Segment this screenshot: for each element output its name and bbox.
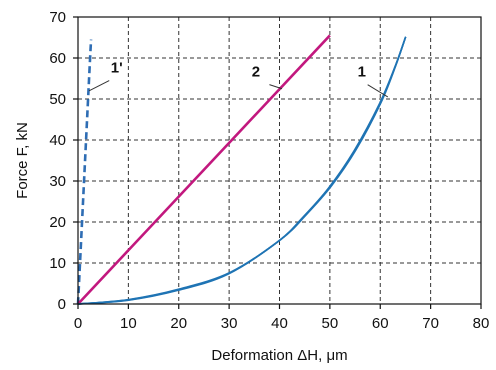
x-tick-label: 0 [74, 315, 82, 332]
series-line-3 [77, 36, 407, 305]
series-leader-1-prime [88, 80, 110, 92]
x-tick-label: 10 [120, 315, 137, 332]
series-leader-1 [367, 84, 389, 98]
series-line-3 [77, 36, 407, 305]
y-axis-label: Force F, kN [14, 122, 31, 199]
y-tick-label: 10 [49, 255, 66, 272]
y-tick-label: 50 [49, 91, 66, 108]
series-label-1: 1 [358, 63, 366, 80]
y-tick-label: 40 [49, 132, 66, 149]
x-axis-label: Deformation ΔH, μm [211, 347, 347, 364]
x-tick-label: 60 [372, 315, 389, 332]
y-tick-label: 0 [58, 296, 66, 313]
y-tick-label: 30 [49, 173, 66, 190]
series-labels: 1' 2 1 [88, 59, 389, 98]
x-tick-label: 70 [422, 315, 439, 332]
plot-lines [76, 34, 407, 305]
series-line-1 [76, 39, 93, 305]
series-label-2: 2 [252, 63, 260, 80]
y-tick-label: 70 [49, 9, 66, 26]
series-line-3 [77, 36, 407, 305]
x-tick-label: 20 [170, 315, 187, 332]
y-tick-label: 60 [49, 50, 66, 67]
series-leader-2 [269, 84, 283, 90]
y-tick-label: 20 [49, 214, 66, 231]
grid [78, 17, 481, 304]
x-tick-label: 50 [322, 315, 339, 332]
x-tick-label: 40 [271, 315, 288, 332]
x-tick-label: 80 [473, 315, 490, 332]
ticks: 0 10 20 30 40 50 60 70 80 0 10 20 30 40 50 60 70 [49, 9, 489, 332]
series-label-1-prime: 1' [111, 59, 123, 76]
series-line-3 [77, 36, 407, 305]
x-tick-label: 30 [221, 315, 238, 332]
series-line-2 [77, 34, 331, 305]
